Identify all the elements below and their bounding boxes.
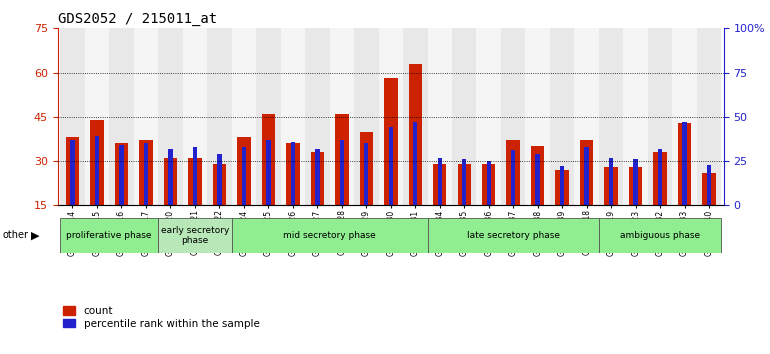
- Bar: [452, 28, 477, 205]
- Bar: [487, 161, 491, 205]
- Bar: [477, 28, 501, 205]
- Bar: [139, 141, 152, 205]
- Bar: [482, 164, 495, 205]
- Bar: [697, 28, 721, 205]
- Bar: [310, 152, 324, 205]
- Text: ▶: ▶: [31, 230, 39, 240]
- Bar: [574, 28, 599, 205]
- Bar: [119, 145, 124, 205]
- Bar: [305, 28, 330, 205]
- Text: early secretory
phase: early secretory phase: [161, 226, 229, 245]
- Text: proliferative phase: proliferative phase: [66, 231, 152, 240]
- Bar: [262, 114, 275, 205]
- Bar: [330, 28, 354, 205]
- Bar: [427, 218, 599, 253]
- Text: mid secretory phase: mid secretory phase: [283, 231, 376, 240]
- Bar: [507, 141, 520, 205]
- Bar: [629, 167, 642, 205]
- Text: other: other: [2, 230, 28, 240]
- Bar: [624, 28, 648, 205]
- Bar: [654, 152, 667, 205]
- Bar: [290, 142, 295, 205]
- Bar: [232, 218, 427, 253]
- Bar: [511, 150, 515, 205]
- Bar: [525, 28, 550, 205]
- Bar: [531, 146, 544, 205]
- Bar: [158, 218, 232, 253]
- Bar: [550, 28, 574, 205]
- Bar: [242, 147, 246, 205]
- Bar: [144, 143, 148, 205]
- Bar: [462, 159, 467, 205]
- Bar: [134, 28, 158, 205]
- Bar: [60, 28, 85, 205]
- Bar: [115, 143, 128, 205]
- Bar: [60, 218, 158, 253]
- Bar: [584, 147, 589, 205]
- Bar: [413, 122, 417, 205]
- Bar: [90, 120, 104, 205]
- Bar: [217, 154, 222, 205]
- Bar: [315, 149, 320, 205]
- Bar: [280, 28, 305, 205]
- Bar: [707, 165, 711, 205]
- Bar: [164, 158, 177, 205]
- Bar: [364, 143, 369, 205]
- Text: late secretory phase: late secretory phase: [467, 231, 560, 240]
- Legend: count, percentile rank within the sample: count, percentile rank within the sample: [63, 306, 259, 329]
- Bar: [535, 154, 540, 205]
- Bar: [599, 218, 721, 253]
- Bar: [158, 28, 182, 205]
- Text: GDS2052 / 215011_at: GDS2052 / 215011_at: [58, 12, 217, 26]
- Bar: [237, 137, 250, 205]
- Bar: [384, 79, 397, 205]
- Bar: [672, 28, 697, 205]
- Text: ambiguous phase: ambiguous phase: [620, 231, 700, 240]
- Bar: [648, 28, 672, 205]
- Bar: [192, 147, 197, 205]
- Bar: [682, 122, 687, 205]
- Bar: [658, 149, 662, 205]
- Bar: [560, 166, 564, 205]
- Bar: [256, 28, 280, 205]
- Bar: [437, 158, 442, 205]
- Bar: [182, 28, 207, 205]
- Bar: [403, 28, 427, 205]
- Bar: [457, 164, 471, 205]
- Bar: [360, 132, 373, 205]
- Bar: [427, 28, 452, 205]
- Bar: [109, 28, 134, 205]
- Bar: [266, 140, 270, 205]
- Bar: [286, 143, 300, 205]
- Bar: [599, 28, 624, 205]
- Bar: [335, 114, 349, 205]
- Bar: [70, 140, 75, 205]
- Bar: [634, 159, 638, 205]
- Bar: [95, 136, 99, 205]
- Bar: [232, 28, 256, 205]
- Bar: [340, 140, 344, 205]
- Bar: [501, 28, 525, 205]
- Bar: [213, 164, 226, 205]
- Bar: [604, 167, 618, 205]
- Bar: [389, 127, 393, 205]
- Bar: [609, 158, 614, 205]
- Bar: [379, 28, 403, 205]
- Bar: [580, 141, 594, 205]
- Bar: [168, 149, 172, 205]
- Bar: [188, 158, 202, 205]
- Bar: [678, 123, 691, 205]
- Bar: [555, 170, 569, 205]
- Bar: [433, 164, 447, 205]
- Bar: [702, 173, 716, 205]
- Bar: [409, 64, 422, 205]
- Bar: [85, 28, 109, 205]
- Bar: [65, 137, 79, 205]
- Bar: [207, 28, 232, 205]
- Bar: [354, 28, 379, 205]
